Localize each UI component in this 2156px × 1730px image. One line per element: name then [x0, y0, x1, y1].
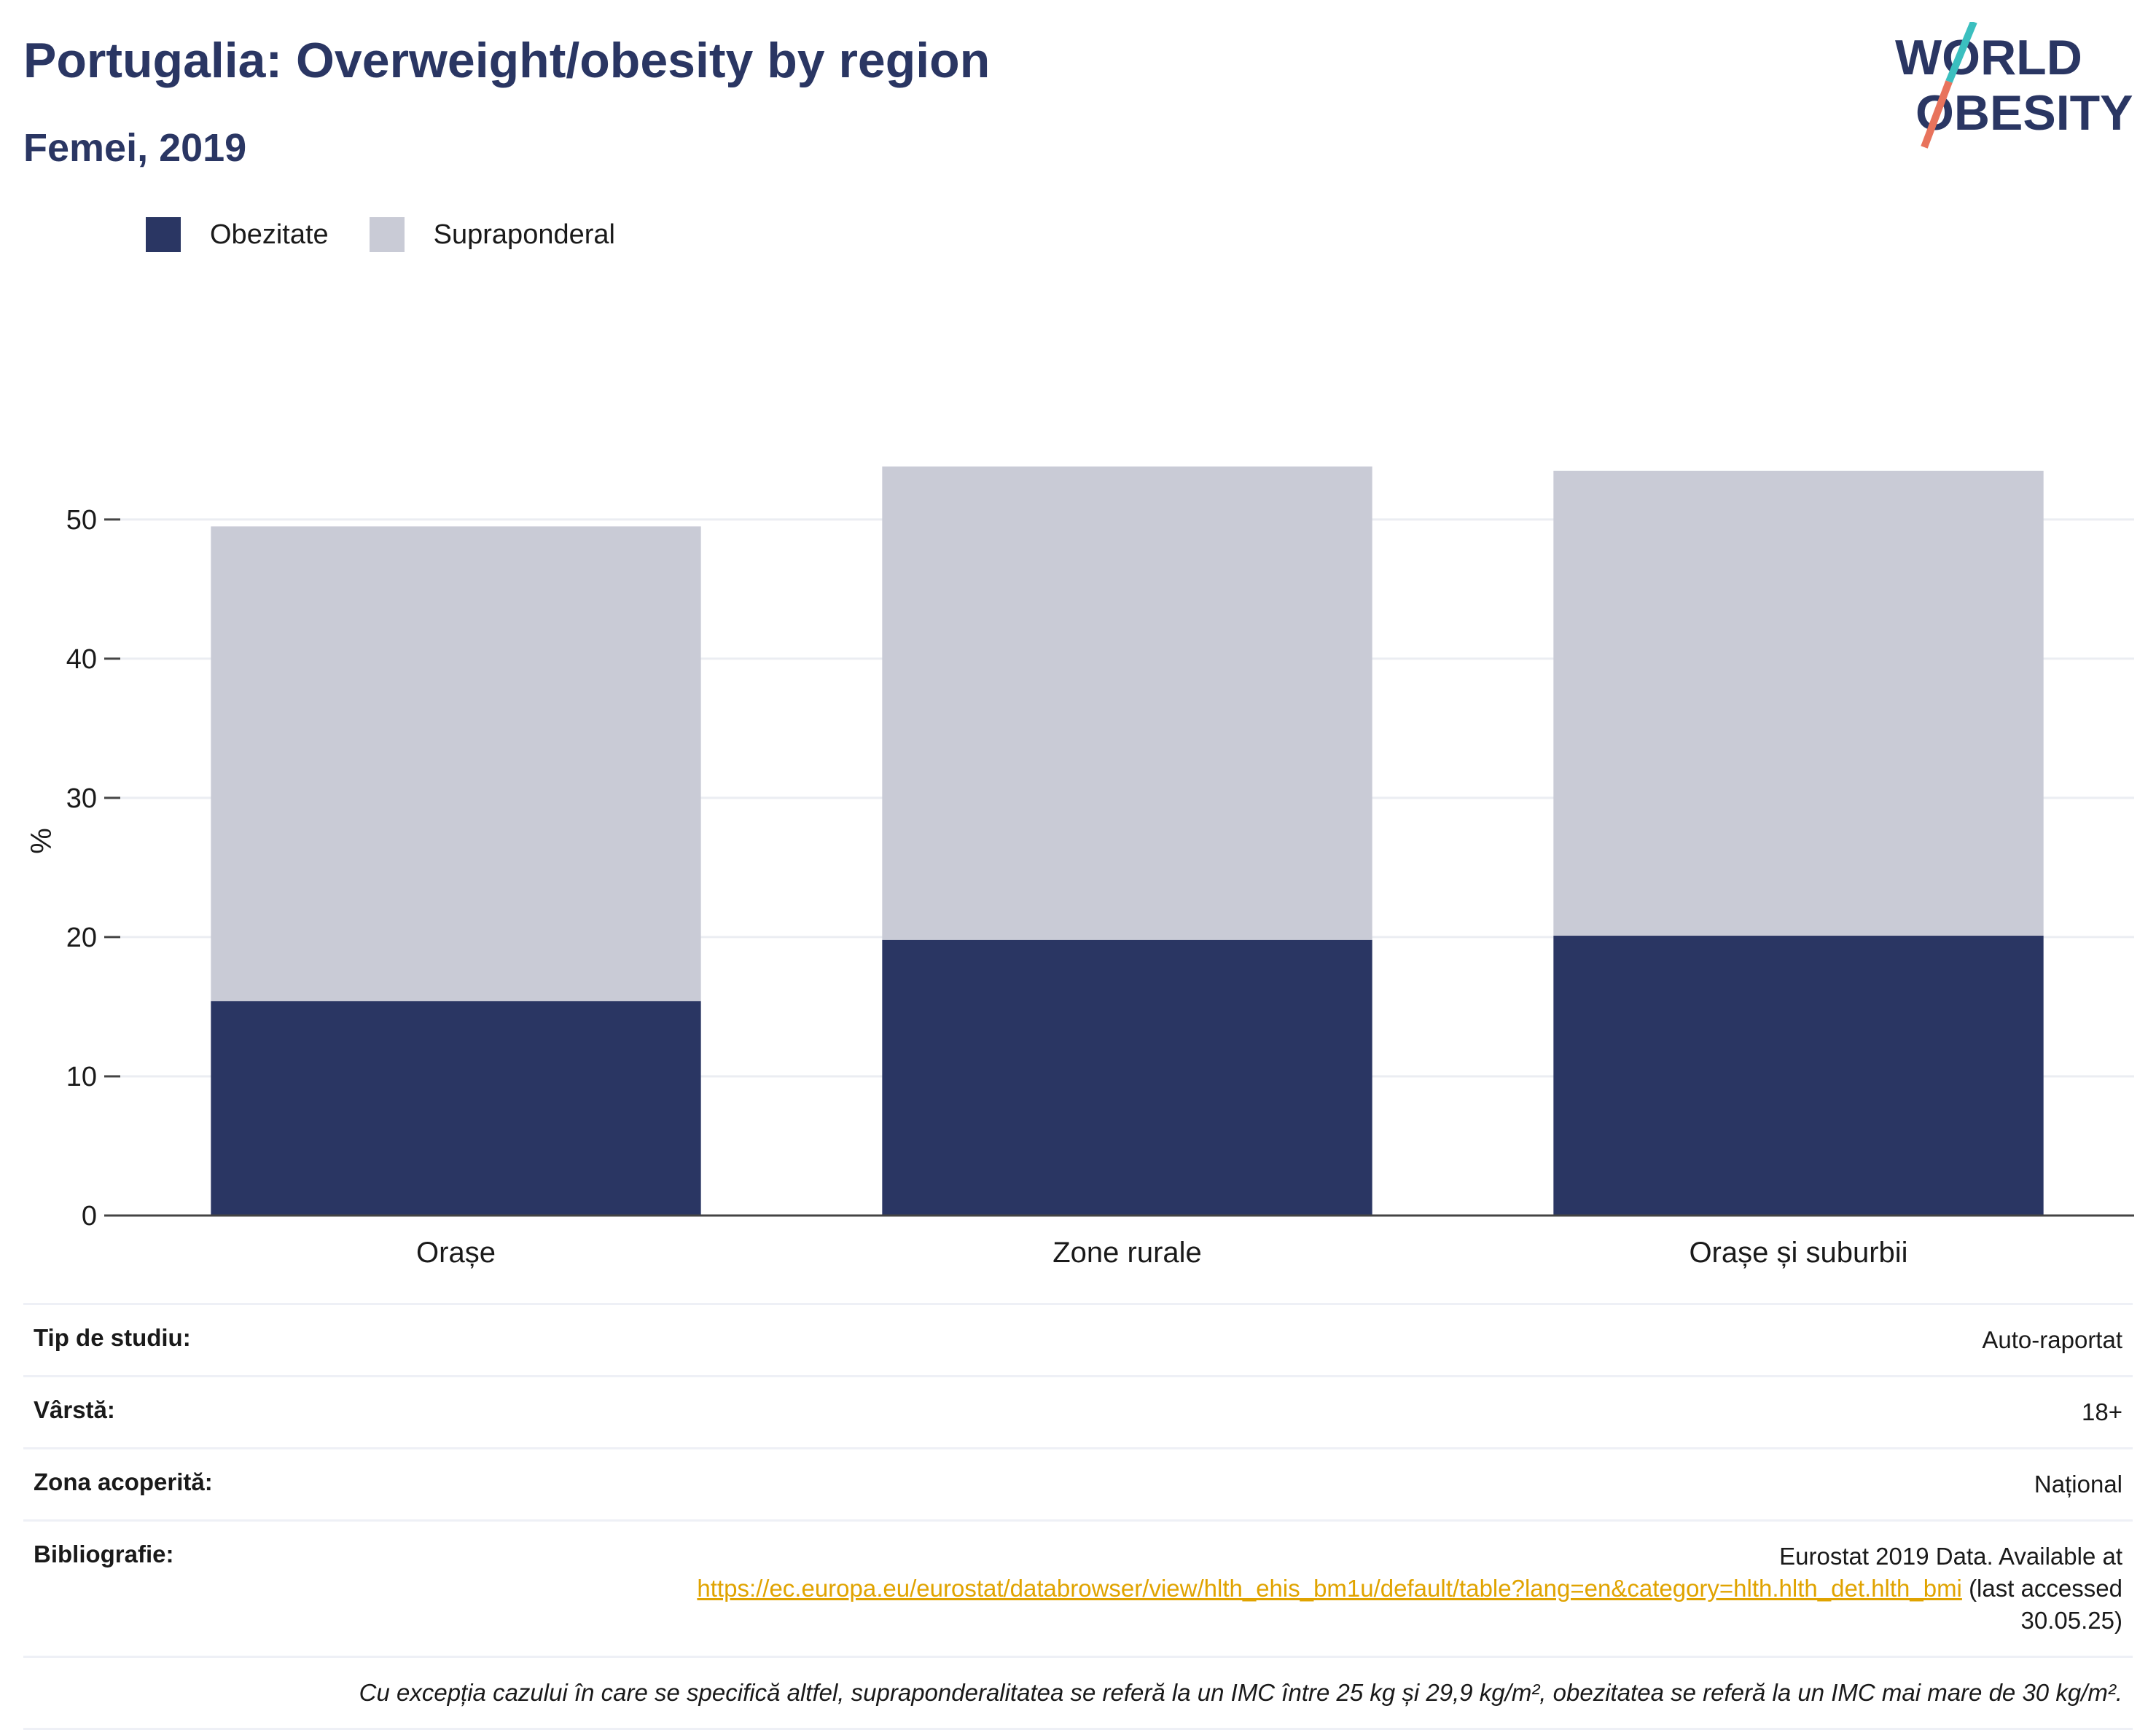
- logo-slash-coral: [1921, 80, 1953, 149]
- bar-supraponderal-1: [882, 466, 1372, 940]
- bar-obezitate-2: [1553, 936, 2044, 1216]
- page-subtitle: Femei, 2019: [23, 126, 247, 170]
- study-type-label: Tip de studiu:: [34, 1324, 191, 1351]
- legend-label-supraponderal: Supraponderal: [433, 219, 615, 250]
- legend-swatch-obezitate: [146, 217, 181, 252]
- stacked-bar-chart: 0 10 20 30 40 50% Orașe Zone rurale Orașe și sub…: [26, 466, 2134, 1269]
- logo-slash-teal: [1945, 22, 1977, 83]
- bar-obezitate-0: [211, 1001, 701, 1216]
- logo-line2: OBESITY: [1915, 85, 2133, 141]
- x-tick-label-1: Zone rurale: [1052, 1237, 1202, 1269]
- y-axis-label: %: [26, 828, 58, 854]
- legend-item-obezitate: Obezitate: [146, 217, 329, 252]
- bibliography-accessed: (last accessed: [1969, 1575, 2122, 1602]
- bar-supraponderal-2: [1553, 470, 2044, 936]
- legend-swatch-supraponderal: [369, 217, 405, 252]
- bar-obezitate-1: [882, 939, 1372, 1216]
- info-row-study: Tip de studiu: Auto-raportat: [23, 1303, 2133, 1375]
- area-label: Zona acoperită:: [34, 1468, 213, 1495]
- age-value: 18+: [2082, 1398, 2122, 1425]
- logo-line1: WORLD: [1895, 30, 2082, 85]
- y-tick-label-0: 0: [82, 1201, 97, 1232]
- area-value: Național: [2034, 1471, 2122, 1498]
- age-label: Vârstă:: [34, 1396, 115, 1423]
- study-type-value: Auto-raportat: [1982, 1326, 2122, 1353]
- bar-supraponderal-0: [211, 526, 701, 1001]
- bibliography-link[interactable]: https://ec.europa.eu/eurostat/databrowse…: [697, 1575, 1962, 1602]
- y-tick-label-30: 30: [66, 783, 97, 814]
- page-title: Portugalia: Overweight/obesity by region: [23, 33, 991, 88]
- info-row-area: Zona acoperită: Național: [23, 1447, 2133, 1519]
- world-obesity-logo: WORLD OBESITY: [1895, 22, 2133, 149]
- bibliography-label: Bibliografie:: [34, 1541, 174, 1567]
- y-tick-label-40: 40: [66, 644, 97, 675]
- x-tick-label-2: Orașe și suburbii: [1689, 1237, 1907, 1269]
- y-tick-label-20: 20: [66, 923, 97, 953]
- legend-label-obezitate: Obezitate: [210, 219, 329, 250]
- info-row-age: Vârstă: 18+: [23, 1375, 2133, 1447]
- definition-note: Cu excepția cazului în care se specifică…: [359, 1679, 2122, 1706]
- chart-legend: Obezitate Supraponderal: [146, 217, 656, 252]
- bibliography-value: Eurostat 2019 Data. Available at https:/…: [697, 1541, 2122, 1637]
- y-tick-label-10: 10: [66, 1062, 97, 1092]
- info-row-note: Cu excepția cazului în care se specifică…: [23, 1656, 2133, 1730]
- bibliography-text: Eurostat 2019 Data. Available at: [1779, 1543, 2122, 1570]
- x-tick-label-0: Orașe: [416, 1237, 496, 1269]
- y-tick-label-50: 50: [66, 505, 97, 536]
- legend-item-supraponderal: Supraponderal: [369, 217, 615, 252]
- info-row-bibliography: Bibliografie: Eurostat 2019 Data. Availa…: [23, 1519, 2133, 1656]
- bibliography-date: 30.05.25): [2020, 1607, 2122, 1634]
- info-table: Tip de studiu: Auto-raportat Vârstă: 18+…: [23, 1303, 2133, 1730]
